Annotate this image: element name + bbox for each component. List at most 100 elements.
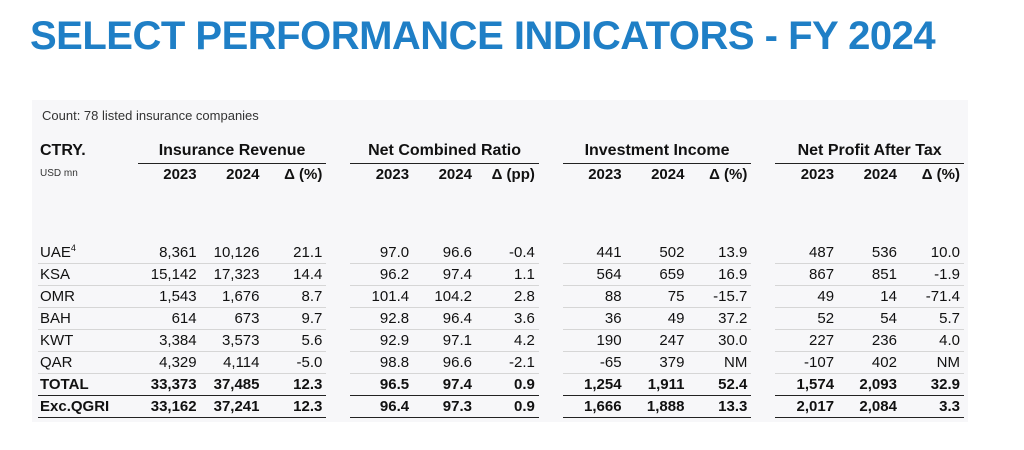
cell-value: 104.2 xyxy=(413,285,476,308)
cell-value: 190 xyxy=(562,329,626,352)
col-header: Δ (pp) xyxy=(491,166,535,183)
count-note: Count: 78 listed insurance companies xyxy=(42,108,259,123)
cell-value: 851 xyxy=(838,263,901,286)
cell-value: 673 xyxy=(200,307,264,330)
table-body: UAE4 8,361 10,126 21.1 97.0 96.6 -0.4 441 502 13.… xyxy=(38,241,964,418)
cell-value: 97.1 xyxy=(413,329,476,352)
cell-value: 13.3 xyxy=(688,395,752,418)
col-header: 2024 xyxy=(226,166,260,183)
cell-value: 1.1 xyxy=(475,263,539,286)
table-row: QAR 4,329 4,114 -5.0 98.8 96.6 -2.1 -65 379 NM -10… xyxy=(38,351,964,374)
group-net-profit-after-tax: Net Profit After Tax xyxy=(775,140,964,164)
cell-value: 0.9 xyxy=(475,372,539,396)
cell-value: NM xyxy=(688,351,752,374)
table-row: OMR 1,543 1,676 8.7 101.4 104.2 2.8 88 75 -15.7 49… xyxy=(38,285,964,308)
cell-value: 9.7 xyxy=(263,307,327,330)
cell-value: 37,485 xyxy=(200,372,264,396)
cell-value: 21.1 xyxy=(263,241,327,264)
cell-value: 52.4 xyxy=(688,372,752,396)
gap xyxy=(751,285,775,307)
table-row: TOTAL 33,373 37,485 12.3 96.5 97.4 0.9 1,254 1,9… xyxy=(38,372,964,396)
cell-value: 10.0 xyxy=(900,241,964,264)
cell-value: 614 xyxy=(137,307,201,330)
col-header: 2024 xyxy=(863,166,897,183)
gap xyxy=(539,263,563,285)
cell-value: 98.8 xyxy=(350,351,414,374)
col-header: 2024 xyxy=(651,166,685,183)
table-row: Exc.QGRI 33,162 37,241 12.3 96.4 97.3 0.9 1,666… xyxy=(38,395,964,418)
cell-value: -107 xyxy=(775,351,839,374)
cell-value: 3,384 xyxy=(137,329,201,352)
group-investment-income: Investment Income xyxy=(562,140,752,164)
cell-value: -1.9 xyxy=(900,263,964,286)
group-header-row: CTRY. Insurance Revenue Net Combined Rat… xyxy=(38,140,964,164)
gap xyxy=(539,395,563,417)
cell-value: 5.6 xyxy=(263,329,327,352)
cell-value: 502 xyxy=(625,241,689,264)
cell-value: 32.9 xyxy=(900,372,964,396)
cell-value: 75 xyxy=(625,285,689,308)
cell-value: 4,329 xyxy=(137,351,201,374)
cell-value: 33,373 xyxy=(137,372,201,396)
cell-value: 12.3 xyxy=(263,372,327,396)
cell-value: 37.2 xyxy=(688,307,752,330)
cell-value: 4.0 xyxy=(900,329,964,352)
cell-value: 33,162 xyxy=(137,395,201,418)
cell-value: 5.7 xyxy=(900,307,964,330)
cell-value: 92.9 xyxy=(350,329,414,352)
ctry-header: CTRY. xyxy=(40,142,86,160)
cell-value: 36 xyxy=(562,307,626,330)
gap xyxy=(326,329,350,351)
cell-value: 17,323 xyxy=(200,263,264,286)
gap xyxy=(751,164,775,190)
gap xyxy=(326,263,350,285)
cell-value: 10,126 xyxy=(200,241,264,264)
cell-value: 0.9 xyxy=(475,395,539,418)
gap xyxy=(751,351,775,373)
cell-value: 3,573 xyxy=(200,329,264,352)
row-label-text: BAH xyxy=(40,309,71,327)
cell-value: 3.3 xyxy=(900,395,964,418)
row-label: KWT xyxy=(38,329,138,352)
gap xyxy=(326,307,350,329)
cell-value: 92.8 xyxy=(350,307,414,330)
unit-label: USD mn xyxy=(40,167,78,179)
cell-value: 14.4 xyxy=(263,263,327,286)
cell-value: 1,574 xyxy=(775,372,839,396)
cell-value: 97.3 xyxy=(413,395,476,418)
col-header: Δ (%) xyxy=(284,166,323,183)
cell-value: 236 xyxy=(838,329,901,352)
cell-value: 97.0 xyxy=(350,241,414,264)
page-title: SELECT PERFORMANCE INDICATORS - FY 2024 xyxy=(30,14,936,58)
cell-value: 379 xyxy=(625,351,689,374)
group-insurance-revenue: Insurance Revenue xyxy=(137,140,327,164)
gap xyxy=(539,164,563,190)
cell-value: 8.7 xyxy=(263,285,327,308)
col-header: 2023 xyxy=(163,166,197,183)
cell-value: -5.0 xyxy=(263,351,327,374)
cell-value: 487 xyxy=(775,241,839,264)
cell-value: 96.4 xyxy=(413,307,476,330)
gap xyxy=(326,285,350,307)
cell-value: 1,888 xyxy=(625,395,689,418)
cell-value: 1,666 xyxy=(562,395,626,418)
cell-value: -0.4 xyxy=(475,241,539,264)
cell-value: 2,084 xyxy=(838,395,901,418)
cell-value: 564 xyxy=(562,263,626,286)
cell-value: 1,911 xyxy=(625,372,689,396)
cell-value: 52 xyxy=(775,307,839,330)
col-header: 2023 xyxy=(375,166,410,183)
cell-value: 2,017 xyxy=(775,395,839,418)
cell-value: 49 xyxy=(625,307,689,330)
cell-value: 96.5 xyxy=(350,372,414,396)
gap xyxy=(539,329,563,351)
table-row: UAE4 8,361 10,126 21.1 97.0 96.6 -0.4 441 502 13.… xyxy=(38,241,964,264)
cell-value: 13.9 xyxy=(688,241,752,264)
performance-table: CTRY. Insurance Revenue Net Combined Rat… xyxy=(38,140,964,418)
gap xyxy=(539,307,563,329)
cell-value: 659 xyxy=(625,263,689,286)
gap xyxy=(751,395,775,417)
table-row: KSA 15,142 17,323 14.4 96.2 97.4 1.1 564 659 16.9… xyxy=(38,263,964,286)
cell-value: 441 xyxy=(562,241,626,264)
cell-value: 4.2 xyxy=(475,329,539,352)
